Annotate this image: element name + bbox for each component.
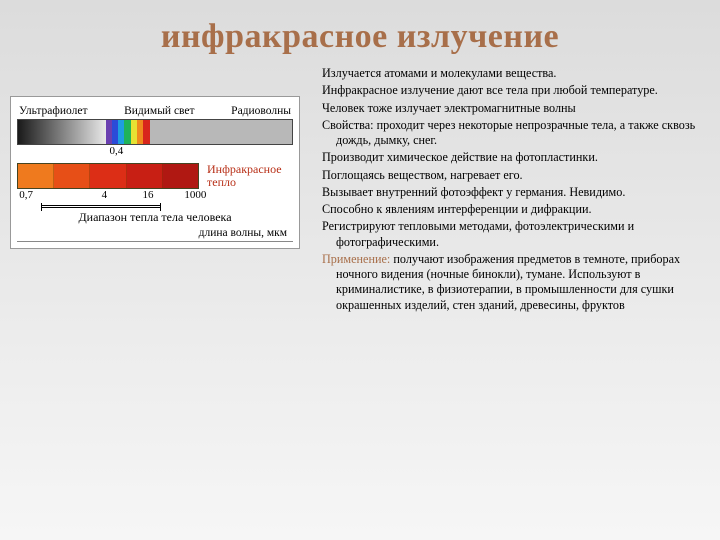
para-2: Инфракрасное излучение дают все тела при… xyxy=(322,83,702,98)
slide: инфракрасное излучение Ультрафиолет Види… xyxy=(0,0,720,540)
radio-label: Радиоволны xyxy=(231,105,291,117)
para-3: Человек тоже излучает электромагнитные в… xyxy=(322,101,702,116)
tick-0-4: 0,4 xyxy=(109,145,123,157)
ir-tick: 4 xyxy=(102,189,108,201)
visible-segment xyxy=(106,120,150,144)
uv-segment xyxy=(18,120,106,144)
para-8: Способно к явлениям интерференции и дифр… xyxy=(322,202,702,217)
para-1: Излучается атомами и молекулами вещества… xyxy=(322,66,702,81)
body-heat-label: Диапазон тепла тела человека xyxy=(17,210,293,225)
ir-segment xyxy=(18,164,54,188)
left-column: Ультрафиолет Видимый свет Радиоволны 0,4… xyxy=(10,66,310,530)
spectrum-diagram: Ультрафиолет Видимый свет Радиоволны 0,4… xyxy=(10,96,300,249)
application-label: Применение: xyxy=(322,252,390,266)
para-5: Производит химическое действие на фотопл… xyxy=(322,150,702,165)
para-application: Применение: получают изображения предмет… xyxy=(322,252,702,313)
axis-line xyxy=(17,241,293,242)
ir-tick: 16 xyxy=(143,189,154,201)
ir-heat-label-line2: тепло xyxy=(207,175,236,189)
content-area: Ультрафиолет Видимый свет Радиоволны 0,4… xyxy=(0,66,720,540)
spectrum-top-labels: Ультрафиолет Видимый свет Радиоволны xyxy=(17,105,293,117)
para-7: Вызывает внутренний фотоэффект у германи… xyxy=(322,185,702,200)
ir-tick: 0,7 xyxy=(19,189,33,201)
right-column: Излучается атомами и молекулами вещества… xyxy=(322,66,702,530)
para-6: Поглощаясь веществом, нагревает его. xyxy=(322,168,702,183)
ir-segment xyxy=(163,164,198,188)
radio-segment xyxy=(150,120,293,144)
body-heat-range-bar xyxy=(41,205,161,208)
visible-label: Видимый свет xyxy=(124,105,194,117)
ir-segment xyxy=(127,164,163,188)
full-spectrum-bar xyxy=(17,119,293,145)
ir-heat-label: Инфракрасное тепло xyxy=(207,163,282,188)
top-tick-row: 0,4 xyxy=(17,145,293,159)
para-4: Свойства: проходит через некоторые непро… xyxy=(322,118,702,149)
ir-segment xyxy=(54,164,90,188)
para-9: Регистрируют тепловыми методами, фотоэле… xyxy=(322,219,702,250)
ir-row: Инфракрасное тепло xyxy=(17,163,293,189)
ir-tick: 1000 xyxy=(184,189,206,201)
ir-heat-bar xyxy=(17,163,199,189)
ir-segment xyxy=(90,164,126,188)
uv-label: Ультрафиолет xyxy=(19,105,87,117)
slide-title: инфракрасное излучение xyxy=(0,0,720,66)
axis-label: длина волны, мкм xyxy=(17,227,293,239)
ir-tick-row: 0,74161000 xyxy=(17,189,199,203)
